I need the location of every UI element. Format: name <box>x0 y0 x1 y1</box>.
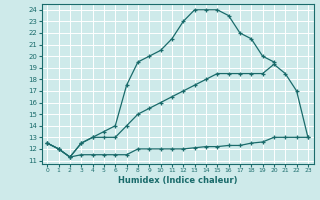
X-axis label: Humidex (Indice chaleur): Humidex (Indice chaleur) <box>118 176 237 185</box>
